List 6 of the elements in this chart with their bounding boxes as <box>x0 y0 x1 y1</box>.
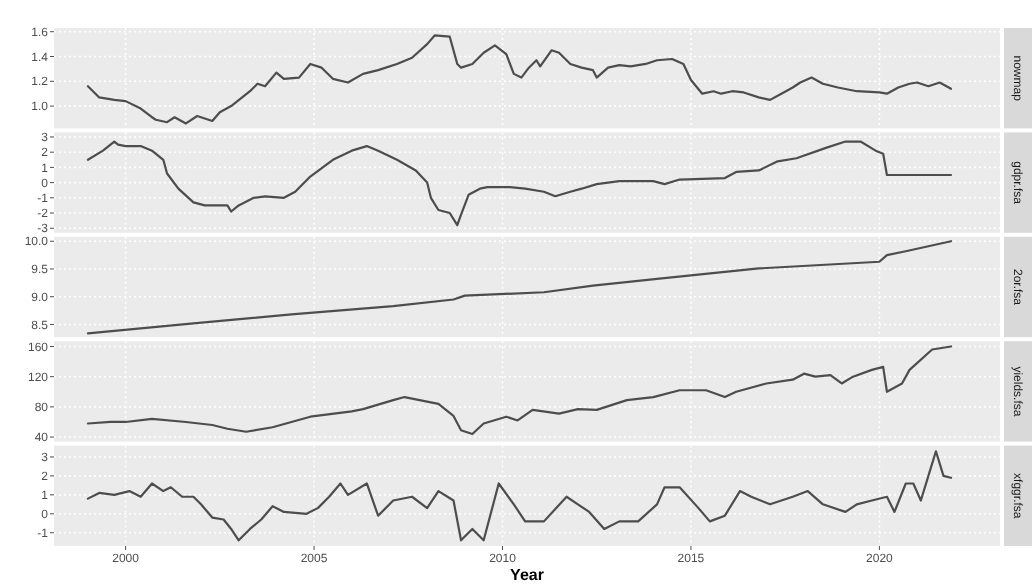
line-series <box>86 34 953 125</box>
line-series <box>86 240 953 335</box>
line-series <box>86 345 953 436</box>
line-series <box>86 450 953 542</box>
line-series <box>86 140 953 227</box>
x-axis-title: Year <box>510 566 544 584</box>
